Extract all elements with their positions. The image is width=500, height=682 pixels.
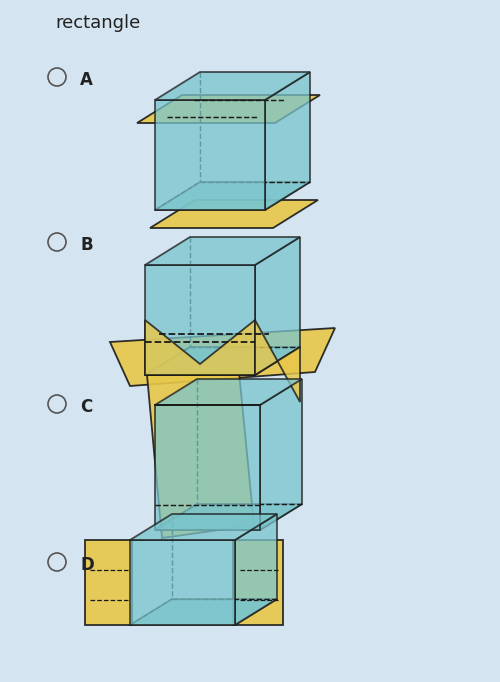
- Polygon shape: [155, 504, 302, 530]
- Polygon shape: [265, 72, 310, 210]
- Text: rectangle: rectangle: [55, 14, 140, 32]
- Polygon shape: [147, 372, 254, 538]
- Polygon shape: [155, 72, 310, 100]
- Polygon shape: [155, 405, 260, 530]
- Polygon shape: [260, 379, 302, 530]
- Polygon shape: [137, 95, 320, 123]
- Polygon shape: [155, 100, 265, 210]
- Polygon shape: [235, 514, 277, 625]
- Polygon shape: [233, 540, 283, 625]
- Polygon shape: [145, 347, 300, 375]
- Text: C: C: [80, 398, 92, 416]
- Polygon shape: [255, 237, 300, 375]
- Polygon shape: [145, 265, 255, 375]
- Polygon shape: [130, 540, 235, 625]
- Text: D: D: [80, 556, 94, 574]
- Polygon shape: [155, 379, 302, 405]
- Polygon shape: [145, 237, 300, 265]
- Text: A: A: [80, 71, 93, 89]
- Polygon shape: [150, 200, 318, 228]
- Text: B: B: [80, 236, 92, 254]
- Polygon shape: [110, 328, 335, 386]
- Polygon shape: [130, 599, 277, 625]
- Polygon shape: [85, 540, 132, 625]
- Polygon shape: [130, 514, 277, 540]
- Polygon shape: [155, 182, 310, 210]
- Polygon shape: [255, 320, 300, 402]
- Polygon shape: [145, 320, 255, 375]
